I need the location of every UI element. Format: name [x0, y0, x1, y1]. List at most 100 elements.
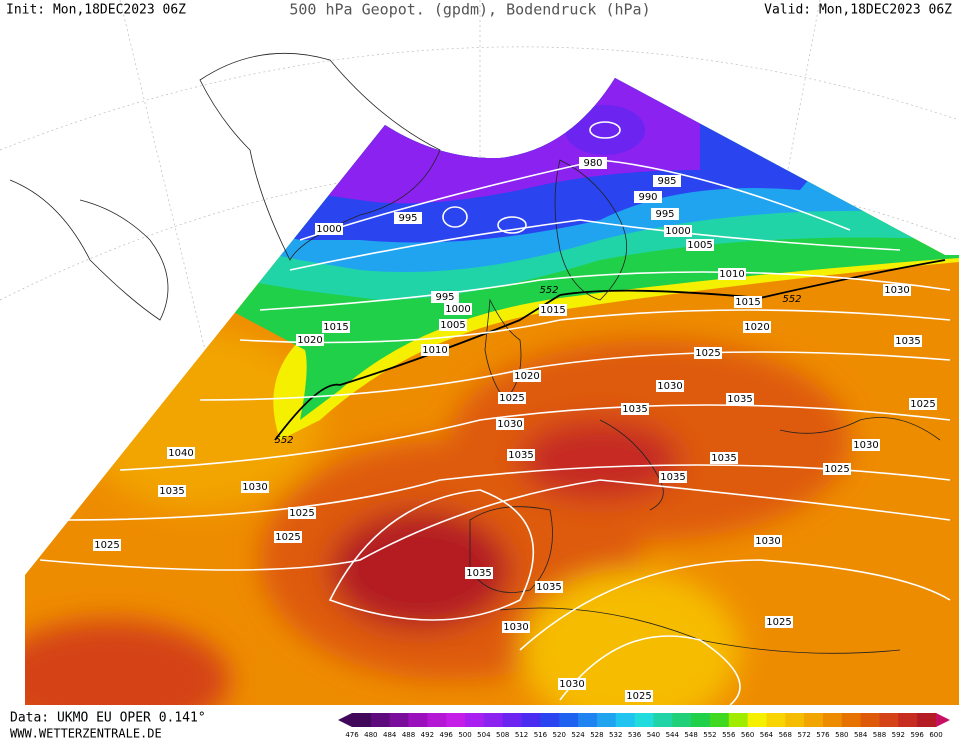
pressure-label: 1015	[540, 305, 565, 316]
label-box	[659, 471, 687, 483]
label-box	[274, 531, 302, 543]
colorbar-swatch	[766, 713, 786, 727]
colorbar-label: 524	[571, 731, 585, 739]
pressure-label: 1035	[508, 450, 533, 461]
pressure-label: 1030	[657, 381, 682, 392]
pressure-label: 995	[398, 213, 417, 224]
label-box	[686, 239, 714, 251]
colorbar-label: 584	[854, 731, 868, 739]
isobars	[39, 121, 951, 706]
colorbar-label: 560	[741, 731, 754, 739]
pressure-label: 1005	[687, 240, 712, 251]
label-box	[743, 321, 771, 333]
label-box	[621, 403, 649, 415]
colorbar-arrow-high	[936, 713, 950, 727]
colorbar-label: 484	[383, 731, 397, 739]
colorbar-label: 516	[534, 731, 548, 739]
label-box	[158, 485, 186, 497]
label-box	[754, 535, 782, 547]
label-box	[507, 449, 535, 461]
pressure-label: 1035	[895, 336, 920, 347]
colorbar-label: 588	[873, 731, 886, 739]
pressure-label: 1025	[499, 393, 524, 404]
colorbar-label: 536	[628, 731, 642, 739]
colorbar-label: 596	[910, 731, 924, 739]
colorbar-label: 600	[929, 731, 942, 739]
colorbar-arrow-low	[338, 713, 352, 727]
colorbar-swatch	[728, 713, 749, 727]
pressure-label: 1035	[536, 582, 561, 593]
colorbar-swatch	[408, 713, 428, 727]
pressure-label: 1025	[824, 464, 849, 475]
pressure-label: 1025	[766, 617, 791, 628]
colorbar-swatch	[691, 713, 711, 727]
label-box	[558, 678, 586, 690]
pressure-label: 995	[655, 209, 674, 220]
colorbar-swatch	[559, 713, 579, 727]
label-box	[322, 321, 350, 333]
colorbar-swatch	[521, 713, 541, 727]
colorbar-label: 504	[477, 731, 491, 739]
label-box	[656, 380, 684, 392]
colorbar-label: 488	[402, 731, 415, 739]
label-box	[852, 439, 880, 451]
pressure-label: 1000	[445, 304, 470, 315]
label-box	[734, 296, 762, 308]
pressure-label: 1035	[466, 568, 491, 579]
pressure-label: 990	[638, 192, 657, 203]
pressure-label: 1020	[297, 335, 322, 346]
colorbar-swatch	[465, 713, 485, 727]
colorbar-swatch	[860, 713, 880, 727]
colorbar-label: 528	[590, 731, 603, 739]
colorbar-swatch	[446, 713, 466, 727]
colorbar-label: 544	[666, 731, 680, 739]
valid-time: Valid: Mon,18DEC2023 06Z	[764, 3, 952, 18]
colorbar-swatch	[804, 713, 824, 727]
colorbar-swatch	[634, 713, 654, 727]
colorbar-label: 500	[458, 731, 471, 739]
label-box	[288, 507, 316, 519]
colorbar-swatch	[596, 713, 617, 727]
pressure-label: 995	[435, 292, 454, 303]
label-box	[421, 344, 449, 356]
pressure-label: 1000	[316, 224, 341, 235]
label-box	[726, 393, 754, 405]
pressure-label: 1015	[735, 297, 760, 308]
label-box	[909, 398, 937, 410]
colorbar-swatch	[370, 713, 391, 727]
pressure-label: 985	[657, 176, 676, 187]
colorbar-swatch	[653, 713, 673, 727]
pressure-label: 1010	[422, 345, 447, 356]
colorbar-swatch	[672, 713, 692, 727]
pressure-label: 1025	[289, 508, 314, 519]
pressure-label: 1020	[744, 322, 769, 333]
pressure-label: 1030	[884, 285, 909, 296]
colorbar-swatch	[389, 713, 410, 727]
pressure-label: 1025	[910, 399, 935, 410]
label-box	[653, 175, 681, 187]
colorbar-label: 480	[364, 731, 377, 739]
label-box	[444, 303, 472, 315]
colorbar-label: 568	[779, 731, 792, 739]
pressure-label: 1035	[622, 404, 647, 415]
colorbar-swatch	[502, 713, 523, 727]
map-title: 500 hPa Geopot. (gpdm), Bodendruck (hPa)	[289, 1, 650, 19]
label-box	[498, 392, 526, 404]
label-box	[664, 225, 692, 237]
label-box	[579, 157, 607, 169]
label-box	[694, 347, 722, 359]
colorbar-swatch	[879, 713, 899, 727]
pressure-labels: 1000995980985990995100010051010995100010…	[93, 157, 937, 702]
label-box	[296, 334, 324, 346]
label-box	[535, 581, 563, 593]
label-box	[513, 370, 541, 382]
pressure-label: 1025	[695, 348, 720, 359]
label-box	[634, 191, 662, 203]
colorbar-label: 556	[722, 731, 736, 739]
label-box	[241, 481, 269, 493]
label-box	[651, 208, 679, 220]
label-box	[765, 616, 793, 628]
colorbar-label: 592	[892, 731, 905, 739]
pressure-label: 1020	[514, 371, 539, 382]
colorbar-label: 520	[553, 731, 566, 739]
